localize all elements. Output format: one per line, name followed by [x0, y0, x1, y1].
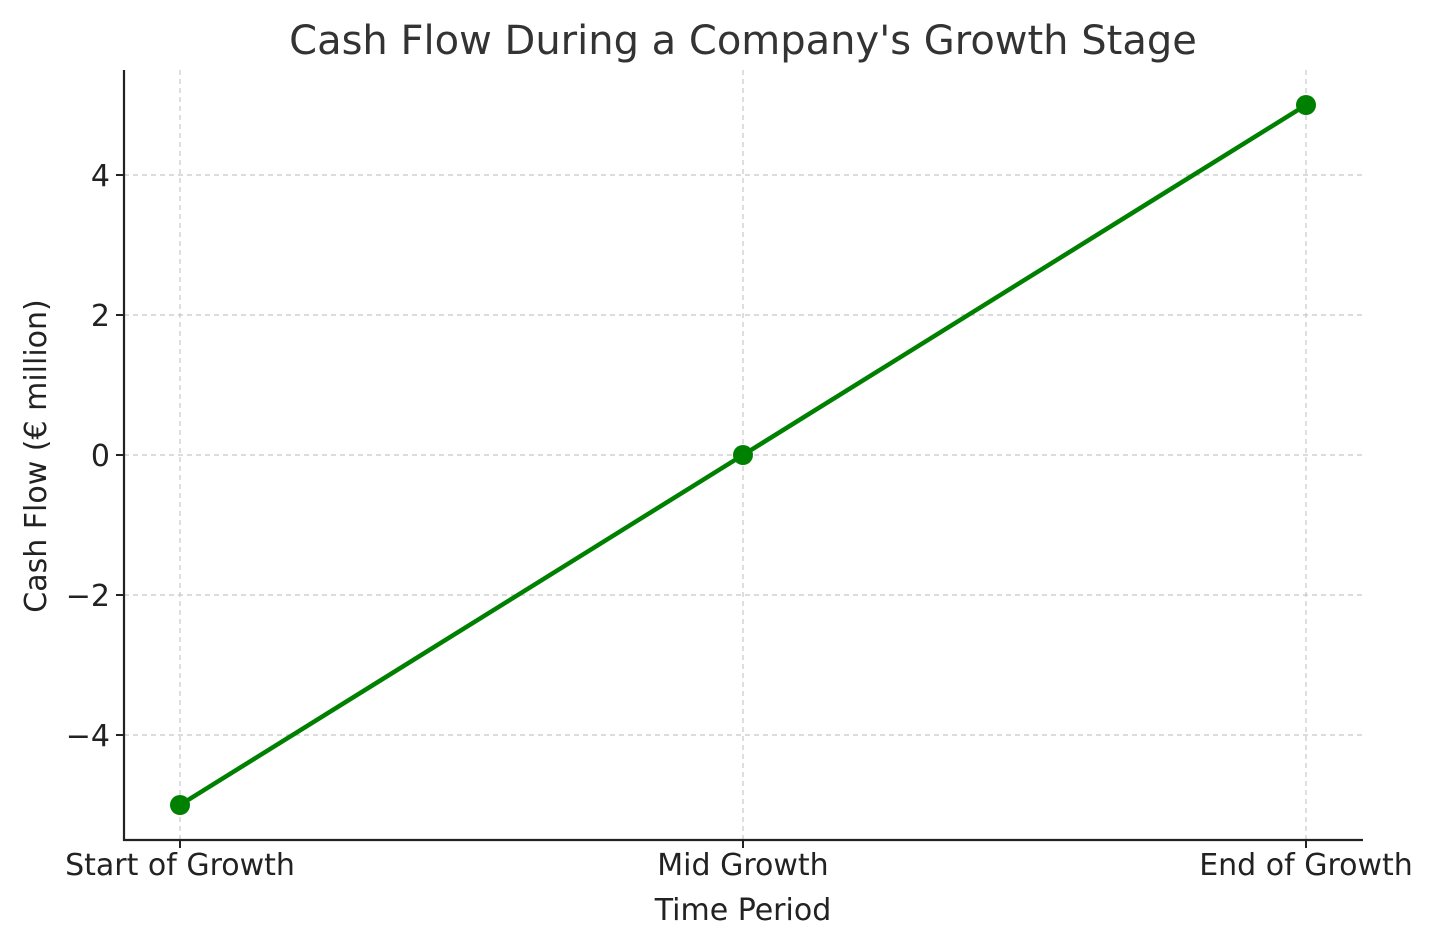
y-ticks: −4 −2 0 2 4: [66, 159, 124, 754]
x-tick-label: Start of Growth: [65, 848, 295, 883]
y-tick-label: −2: [66, 579, 110, 614]
axis-spines: [122, 70, 1363, 842]
x-axis-label: Time Period: [654, 893, 832, 928]
y-tick-label: 4: [91, 159, 110, 194]
x-tick-label: Mid Growth: [657, 848, 828, 883]
data-point: [733, 445, 753, 465]
y-tick-label: −4: [66, 719, 110, 754]
y-tick-label: 0: [91, 439, 110, 474]
x-ticks: Start of Growth Mid Growth End of Growth: [65, 840, 1413, 883]
series: [170, 95, 1316, 815]
data-point: [170, 795, 190, 815]
y-axis-label: Cash Flow (€ million): [19, 299, 54, 613]
chart-title: Cash Flow During a Company's Growth Stag…: [289, 18, 1197, 64]
y-tick-label: 2: [91, 299, 110, 334]
axes: [122, 70, 1363, 842]
x-tick-label: End of Growth: [1199, 848, 1413, 883]
grid: [124, 70, 1363, 840]
data-point: [1296, 95, 1316, 115]
